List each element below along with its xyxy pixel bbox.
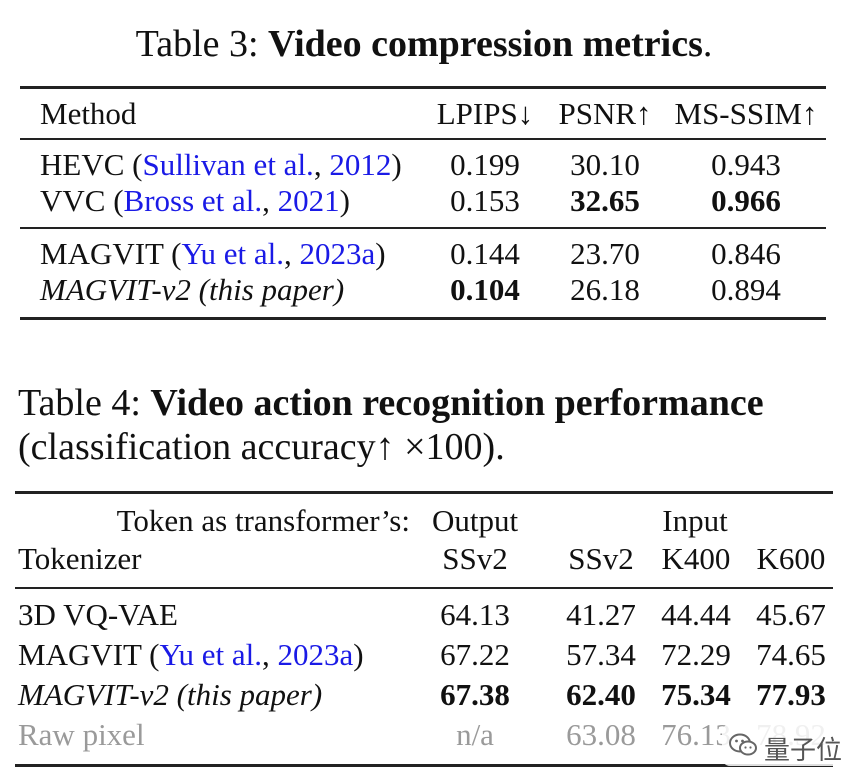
table3-cell-lpips: 0.144 [450,236,520,271]
table4-row-raw-pixel-name: Raw pixel [18,717,145,752]
citation-year-link[interactable]: 2023a [299,236,376,271]
table4-header-k600: K600 [756,541,826,576]
table3-header-method: Method [40,96,137,131]
table3-header-lpips: LPIPS↓ [436,96,534,131]
citation-sep: , [261,637,278,672]
citation-link[interactable]: Sullivan et al. [142,147,314,182]
table3-row-magvit-v2-method: MAGVIT-v2 (this paper) [40,272,345,307]
table4-header-input: Input [662,503,728,538]
table4-cell-k600: 45.67 [756,597,826,632]
citation-year-link[interactable]: 2012 [329,147,392,182]
citation-close: ) [375,236,386,271]
citation-link[interactable]: Yu et al. [159,637,262,672]
citation-sep: , [313,147,330,182]
method-name: MAGVIT ( [40,236,182,271]
tokenizer-name: MAGVIT ( [18,637,160,672]
table3-top-rule [20,86,826,89]
table4-header-k400: K400 [661,541,731,576]
caption-title: Video compression metrics [268,23,703,65]
table3-caption: Table 3: Video compression metrics. [0,22,848,66]
table4-cell-out-ssv2: 67.22 [440,637,510,672]
table3-row-hevc-method: HEVC (Sullivan et al., 2012) [40,147,402,183]
citation-close: ) [391,147,402,182]
table3-cell-psnr: 23.70 [570,236,640,271]
table3-cell-lpips: 0.199 [450,147,520,182]
table4-cell-in-ssv2: 41.27 [566,597,636,632]
table4-caption-line2: (classification accuracy↑ ×100). [18,426,505,468]
table4-cell-in-ssv2: 57.34 [566,637,636,672]
table4-cell-k600-best: 77.93 [756,677,826,712]
caption-prefix: Table 4: [18,382,151,424]
table4-bottom-rule [15,764,833,767]
citation-close: ) [339,183,350,218]
table4-top-rule [15,491,833,494]
table3-header-psnr: PSNR↑ [558,96,652,131]
citation-link[interactable]: Bross et al. [123,183,263,218]
watermark-text: 量子位 [764,736,843,766]
caption-prefix: Table 3: [135,23,269,65]
table4-cell-out-ssv2: n/a [456,717,494,752]
table4-header-output: Output [431,503,519,538]
table4-header-rule [15,587,833,589]
table4-header-out-ssv2: SSv2 [442,541,508,576]
method-name: HEVC ( [40,147,143,182]
table3-group-rule [20,227,826,229]
table3-cell-msssim: 0.846 [711,236,781,271]
citation-year-link[interactable]: 2023a [277,637,354,672]
table4-header-in-ssv2: SSv2 [568,541,634,576]
table3-cell-psnr: 30.10 [570,147,640,182]
caption-title: Video action recognition performance [150,382,764,424]
table4-header-token-label: Token as transformer’s: [116,503,410,538]
table3-cell-lpips-best: 0.104 [450,272,520,307]
table4-cell-out-ssv2: 64.13 [440,597,510,632]
table4-caption-line1: Table 4: Video action recognition perfor… [18,381,764,425]
table4-row-magvit-v2-name: MAGVIT-v2 (this paper) [18,677,323,712]
table4-cell-k400: 44.44 [661,597,731,632]
citation-sep: , [283,236,300,271]
caption-period: . [702,23,713,65]
table3-row-vvc-method: VVC (Bross et al., 2021) [40,183,350,219]
wechat-icon [729,733,757,756]
table4-cell-k400: 72.29 [661,637,731,672]
table4-cell-k600: 74.65 [756,637,826,672]
table4-cell-k400: 76.13 [661,717,731,752]
table3-cell-psnr: 26.18 [570,272,640,307]
table4-cell-in-ssv2-best: 62.40 [566,677,636,712]
table3-cell-lpips: 0.153 [450,183,520,218]
table4-cell-in-ssv2: 63.08 [566,717,636,752]
table4-cell-out-ssv2-best: 67.38 [440,677,510,712]
table3-cell-psnr-best: 32.65 [570,183,640,218]
table3-cell-msssim: 0.894 [711,272,781,307]
table3-header-msssim: MS-SSIM↑ [674,96,818,131]
table3-bottom-rule [20,317,826,320]
table4-header-tokenizer: Tokenizer [18,541,142,576]
method-name: VVC ( [40,183,124,218]
table4-cell-k400-best: 75.34 [661,677,731,712]
citation-close: ) [353,637,364,672]
table3-cell-msssim: 0.943 [711,147,781,182]
citation-link[interactable]: Yu et al. [181,236,284,271]
table3-cell-msssim-best: 0.966 [711,183,781,218]
table4-row-vqvae-name: 3D VQ-VAE [18,597,178,632]
citation-year-link[interactable]: 2021 [277,183,340,218]
citation-sep: , [262,183,278,218]
table3-row-magvit-method: MAGVIT (Yu et al., 2023a) [40,236,386,272]
table4-row-magvit-name: MAGVIT (Yu et al., 2023a) [18,637,364,673]
table3-header-rule [20,138,826,140]
watermark: 量子位 [722,724,842,766]
